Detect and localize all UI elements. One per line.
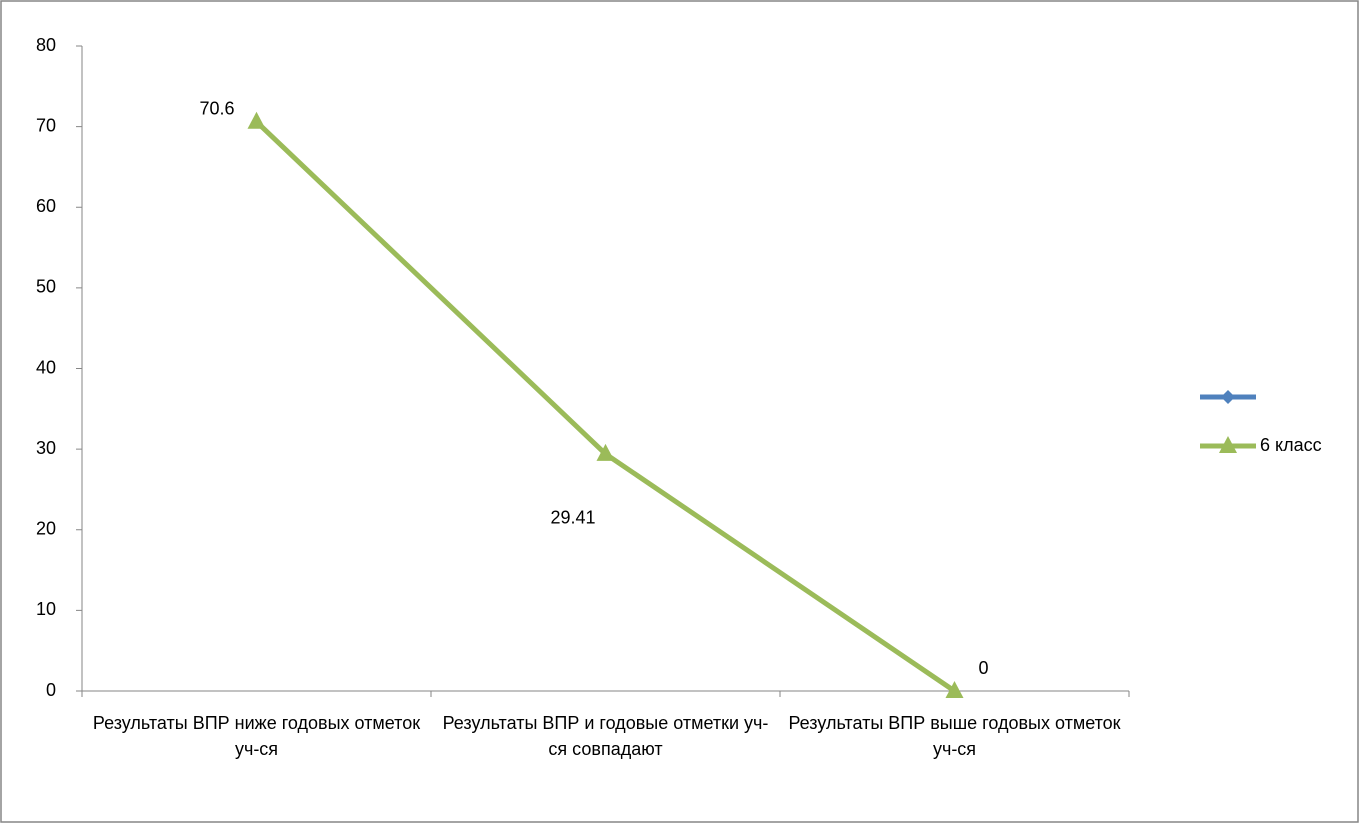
legend-label: 6 класс [1260, 435, 1322, 455]
data-label: 70.6 [199, 99, 234, 119]
y-tick-label: 30 [36, 438, 56, 458]
marker [247, 111, 266, 129]
legend-marker [1221, 390, 1235, 404]
data-label: 29.41 [550, 508, 595, 528]
x-tick-label: Результаты ВПР и годовые отметки уч-ся с… [442, 713, 769, 759]
y-tick-label: 70 [36, 115, 56, 135]
legend-marker [1219, 436, 1237, 453]
y-tick-label: 10 [36, 599, 56, 619]
y-tick-label: 20 [36, 519, 56, 539]
y-tick-label: 80 [36, 35, 56, 55]
y-tick-label: 0 [46, 680, 56, 700]
y-tick-label: 50 [36, 277, 56, 297]
data-label: 0 [979, 658, 989, 678]
y-tick-label: 40 [36, 357, 56, 377]
x-tick-label: Результаты ВПР выше годовых отметок уч-с… [788, 713, 1121, 759]
x-tick-label: Результаты ВПР ниже годовых отметок уч-с… [92, 713, 421, 759]
marker [596, 443, 615, 461]
y-tick-label: 60 [36, 196, 56, 216]
marker [945, 681, 964, 698]
